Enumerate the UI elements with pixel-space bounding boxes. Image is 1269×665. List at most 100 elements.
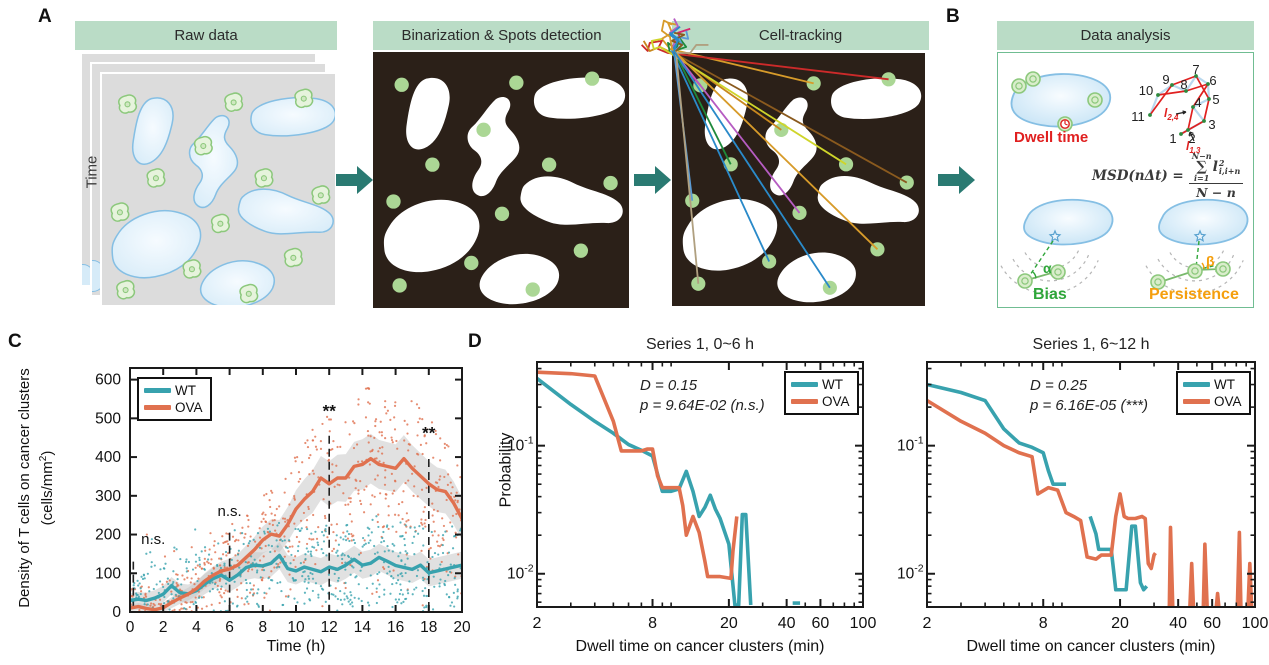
svg-text:60: 60: [812, 615, 830, 632]
svg-text:8: 8: [258, 619, 267, 636]
svg-text:2: 2: [159, 619, 168, 636]
d-right-D-value: D = 0.25: [1030, 377, 1088, 394]
svg-text:20: 20: [1111, 615, 1129, 632]
d-right-p-value: p = 6.16E-05 (***): [1030, 397, 1148, 414]
msd-denominator: N − n: [1196, 185, 1236, 200]
legend-c: WT OVA: [137, 377, 212, 421]
msd-lhs: MSD(nΔt) =: [1092, 168, 1184, 184]
legend-row-ova: OVA: [1183, 393, 1242, 410]
d-right-annotation: D = 0.25 p = 6.16E-05 (***): [1030, 376, 1148, 416]
svg-text:0: 0: [126, 619, 135, 636]
legend-row-wt: WT: [144, 382, 203, 399]
cell-tracking-header: Cell-tracking: [672, 21, 929, 50]
c-y-axis-label: Density of T cells on cancer clusters (c…: [15, 368, 57, 608]
svg-text:10-2: 10-2: [897, 563, 924, 583]
c-x-axis-label: Time (h): [266, 638, 326, 655]
svg-text:8: 8: [1039, 615, 1048, 632]
legend-label-ova: OVA: [175, 400, 203, 415]
legend-d-right: WT OVA: [1176, 371, 1251, 415]
svg-text:**: **: [323, 401, 337, 420]
svg-text:0: 0: [112, 604, 121, 621]
svg-text:α: α: [1043, 260, 1052, 276]
svg-text:8: 8: [1180, 77, 1187, 92]
c-ylabel-close: ): [39, 450, 56, 456]
svg-text:14: 14: [354, 619, 372, 636]
svg-text:10: 10: [287, 619, 305, 636]
cell-tracking-illustration: [640, 18, 925, 306]
svg-text:600: 600: [95, 372, 121, 389]
sigma-symbol: ∑: [1196, 159, 1207, 175]
binarization-illustration: [373, 52, 629, 308]
panel-a-label: A: [38, 6, 52, 27]
svg-text:10-1: 10-1: [507, 435, 534, 455]
svg-text:10-1: 10-1: [897, 435, 924, 455]
svg-text:300: 300: [95, 488, 121, 505]
svg-text:6: 6: [225, 619, 234, 636]
svg-text:2: 2: [1188, 131, 1195, 146]
panel-d-label: D: [468, 331, 482, 352]
svg-text:9: 9: [1162, 72, 1169, 87]
d-left-D-value: D = 0.15: [640, 377, 698, 394]
dwell-time-illustration: [1010, 71, 1112, 132]
legend-label-wt: WT: [1214, 377, 1235, 392]
svg-text:6: 6: [1209, 73, 1216, 88]
d-left-title: Series 1, 0~6 h: [645, 336, 755, 353]
d-right-x-axis-label: Dwell time on cancer clusters (min): [966, 638, 1216, 655]
persistence-illustration: β: [1145, 198, 1249, 295]
msd-sum-sup: N−n: [1191, 151, 1212, 161]
raw-frame-front: [100, 72, 337, 307]
binarization-header: Binarization & Spots detection: [373, 21, 630, 50]
wt-swatch: [144, 388, 171, 393]
msd-formula: MSD(nΔt) = N−n ∑ i=1 l 2 i,i+n N − n: [1092, 152, 1254, 200]
legend-label-ova: OVA: [822, 394, 850, 409]
svg-text:8: 8: [648, 615, 657, 632]
svg-text:12: 12: [321, 619, 338, 636]
svg-text:40: 40: [778, 615, 796, 632]
svg-text:10-2: 10-2: [507, 563, 534, 583]
panel-b-label: B: [946, 6, 960, 27]
c-ylabel-line2: (cells/mm: [39, 461, 56, 526]
svg-text:60: 60: [1203, 615, 1221, 632]
svg-text:**: **: [422, 423, 436, 442]
msd-term-sup: 2: [1218, 158, 1225, 168]
svg-text:500: 500: [95, 410, 121, 427]
svg-text:100: 100: [850, 615, 877, 632]
legend-row-ova: OVA: [144, 399, 203, 416]
svg-text:3: 3: [1208, 117, 1215, 132]
data-analysis-header: Data analysis: [997, 21, 1254, 50]
ova-swatch: [791, 399, 818, 404]
svg-text:100: 100: [1242, 615, 1269, 632]
legend-label-wt: WT: [175, 383, 196, 398]
ova-swatch: [1183, 399, 1210, 404]
legend-row-wt: WT: [1183, 376, 1242, 393]
svg-text:5: 5: [1212, 92, 1219, 107]
svg-text:β: β: [1206, 253, 1215, 269]
raw-data-header: Raw data: [75, 21, 337, 50]
svg-text:10: 10: [1139, 83, 1153, 98]
svg-text:2: 2: [923, 615, 932, 632]
bias-illustration: α: [1000, 198, 1114, 295]
svg-text:7: 7: [1192, 62, 1199, 77]
msd-term-base: l: [1212, 159, 1218, 175]
wt-swatch: [1183, 382, 1210, 387]
bias-label: Bias: [1033, 286, 1067, 303]
svg-text:n.s.: n.s.: [141, 531, 165, 548]
ova-swatch: [144, 405, 171, 410]
msd-fraction: N−n ∑ i=1 l 2 i,i+n N − n: [1188, 151, 1244, 200]
svg-text:1: 1: [1169, 131, 1176, 146]
legend-d-left: WT OVA: [784, 371, 859, 415]
svg-text:20: 20: [720, 615, 738, 632]
legend-label-ova: OVA: [1214, 394, 1242, 409]
time-axis-label: Time: [83, 155, 101, 189]
c-ylabel-sup: 2: [38, 455, 49, 462]
chart-d-left-dwell-0-6h: 2 8 20 40 60 100 10-1 10-2: [507, 361, 876, 632]
persistence-label: Persistence: [1149, 286, 1239, 303]
chart-d-right-dwell-6-12h: 2 8 20 40 60 100 10-1 10-2: [897, 361, 1268, 632]
arrow-icon: [634, 166, 671, 194]
arrow-icon: [336, 166, 373, 194]
d-right-title: Series 1, 6~12 h: [1032, 336, 1150, 353]
svg-text:40: 40: [1169, 615, 1187, 632]
wt-swatch: [791, 382, 818, 387]
